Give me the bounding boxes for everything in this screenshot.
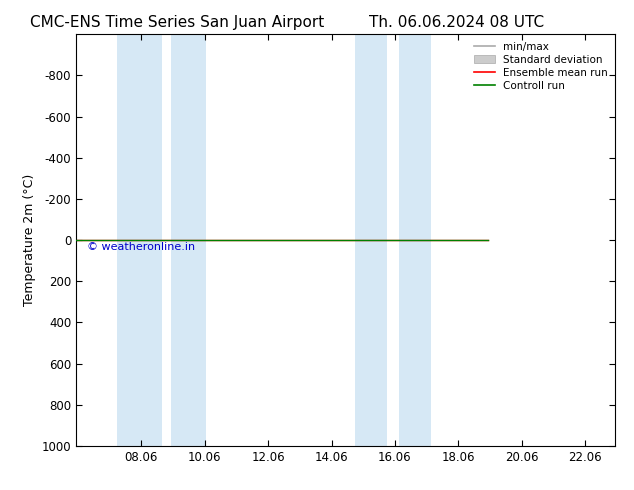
Legend: min/max, Standard deviation, Ensemble mean run, Controll run: min/max, Standard deviation, Ensemble me… (470, 37, 612, 95)
Text: © weatheronline.in: © weatheronline.in (87, 242, 195, 252)
Bar (171, 34, 206, 446)
Text: CMC-ENS Time Series San Juan Airport: CMC-ENS Time Series San Juan Airport (30, 15, 325, 30)
Y-axis label: Temperature 2m (°C): Temperature 2m (°C) (23, 174, 36, 306)
Bar (399, 34, 431, 446)
Text: Th. 06.06.2024 08 UTC: Th. 06.06.2024 08 UTC (369, 15, 544, 30)
Bar (117, 34, 162, 446)
Bar (355, 34, 387, 446)
